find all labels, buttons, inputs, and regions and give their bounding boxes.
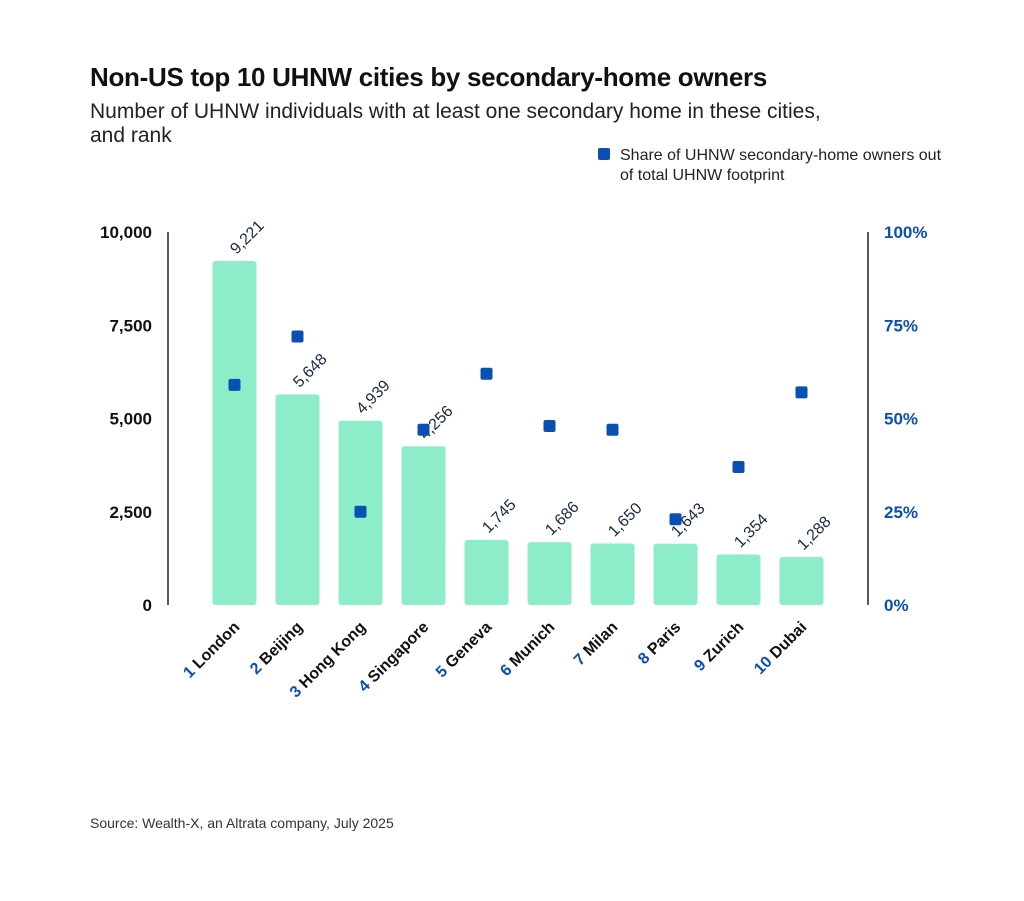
share-marker	[732, 460, 745, 473]
category-label: 5 Geneva	[433, 619, 495, 681]
bar	[464, 539, 509, 605]
left-tick-label: 0	[143, 596, 152, 615]
share-marker	[417, 423, 430, 436]
left-tick-label: 2,500	[109, 503, 152, 522]
category-name: Geneva	[442, 619, 495, 672]
category-label: 1 London	[180, 619, 243, 682]
share-marker	[291, 330, 304, 343]
category-label: 6 Munich	[497, 619, 558, 680]
category-name: Singapore	[365, 619, 432, 686]
left-tick-label: 10,000	[100, 223, 152, 242]
chart-subtitle: Number of UHNW individuals with at least…	[90, 100, 821, 147]
right-tick-label: 0%	[884, 596, 909, 615]
share-marker	[543, 419, 556, 432]
right-tick-label: 75%	[884, 316, 918, 335]
category-name: Beijing	[257, 619, 307, 669]
right-tick-label: 100%	[884, 223, 927, 242]
bar	[653, 543, 698, 605]
category-label: 10 Dubai	[751, 619, 810, 678]
category-name: Munich	[507, 619, 559, 671]
bar-data-label: 1,686	[542, 499, 582, 539]
category-name: Milan	[580, 619, 621, 660]
bar	[716, 554, 761, 605]
legend-label: Share of UHNW secondary-home owners out …	[620, 147, 942, 184]
bar-data-label: 1,650	[605, 500, 645, 540]
bars	[212, 261, 824, 605]
right-axis: 0% 25% 50% 75% 100%	[867, 223, 927, 615]
category-label: 9 Zurich	[691, 619, 747, 675]
bar	[590, 543, 635, 605]
share-marker	[480, 367, 493, 380]
bar	[527, 542, 572, 605]
share-marker	[354, 505, 367, 518]
bar	[212, 261, 257, 605]
bar	[275, 394, 320, 605]
category-label: 8 Paris	[635, 619, 684, 668]
chart-title: Non-US top 10 UHNW cities by secondary-h…	[90, 62, 768, 92]
left-tick-label: 5,000	[109, 410, 152, 429]
bar	[401, 446, 446, 605]
bar-data-label: 1,288	[794, 513, 834, 553]
share-marker	[228, 378, 241, 391]
share-markers	[228, 330, 808, 526]
left-tick-label: 7,500	[109, 316, 152, 335]
share-marker	[669, 513, 682, 526]
bar-data-label: 4,939	[353, 377, 393, 417]
category-name: Dubai	[767, 619, 810, 662]
category-label: 7 Milan	[571, 619, 621, 669]
left-axis: 0 2,500 5,000 7,500 10,000	[100, 223, 169, 615]
share-marker	[795, 386, 808, 399]
bar-data-label: 5,648	[290, 351, 330, 391]
category-name: Paris	[645, 619, 685, 659]
bar-data-label: 1,745	[479, 496, 519, 536]
bar	[779, 556, 824, 605]
right-tick-label: 50%	[884, 410, 918, 429]
category-name: London	[190, 619, 243, 672]
share-marker	[606, 423, 619, 436]
legend-marker-icon	[598, 148, 610, 160]
category-name: Zurich	[701, 619, 748, 666]
bar-data-label: 9,221	[227, 217, 267, 257]
right-tick-label: 25%	[884, 503, 918, 522]
category-label: 2 Beijing	[247, 619, 306, 678]
bar-data-label: 1,354	[731, 511, 771, 551]
bar-data-label: 4,256	[416, 403, 456, 443]
source-note: Source: Wealth-X, an Altrata company, Ju…	[90, 815, 394, 831]
